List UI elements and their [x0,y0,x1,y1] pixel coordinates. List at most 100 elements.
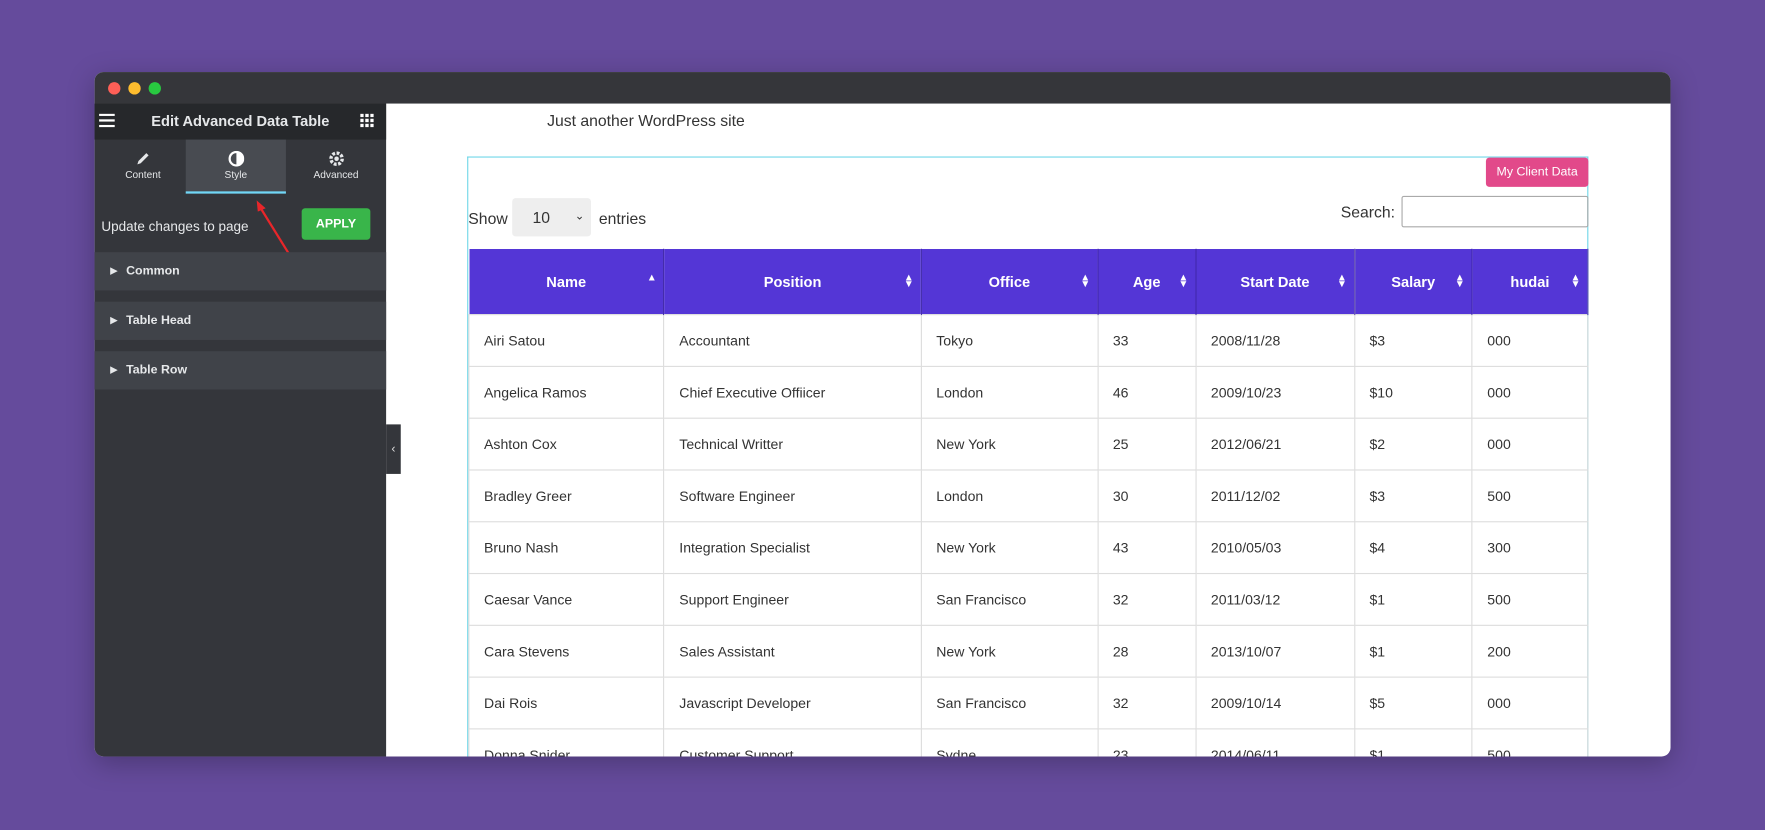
table-cell: Customer Support [663,728,922,757]
grid-icon[interactable] [360,113,374,128]
client-data-button[interactable]: My Client Data [1485,157,1589,187]
annotation-arrow [256,200,291,256]
section-toggle[interactable]: ▶ Table Head [94,301,387,340]
titlebar [94,72,1671,104]
table-row: Airi Satou Accountant Tokyo 33 2008/11/28 $3 0… [468,314,1589,367]
table-row: Bradley Greer Software Engineer London 30 20… [468,469,1589,523]
table-cell: 28 [1097,624,1197,678]
table-cell: 2008/11/28 [1195,314,1355,367]
table-cell: 2012/06/21 [1195,417,1355,471]
header-label: Position [763,272,822,290]
table-cell: Ashton Cox [468,417,665,471]
table-cell: $4 [1353,521,1473,575]
table-cell: 2010/05/03 [1195,521,1355,575]
table-cell: 2011/12/02 [1195,469,1355,523]
table-cell: 43 [1097,521,1197,575]
header-label: Start Date [1240,272,1310,290]
table-cell: Caesar Vance [468,572,665,626]
menu-icon[interactable] [99,113,115,128]
table-cell: 000 [1471,676,1589,730]
entries-label: entries [598,209,647,228]
table-cell: Sydne [920,728,1099,757]
header-label: hudai [1510,272,1550,290]
table-cell: San Francisco [920,676,1099,730]
table-cell: 500 [1471,728,1589,757]
table-row: Ashton Cox Technical Writter New York 25 201… [468,417,1589,471]
table-cell: 23 [1097,728,1197,757]
tab-label: Content [125,168,161,181]
section-label: Table Row [126,363,188,378]
table-cell: $10 [1353,365,1473,419]
table-row: Bruno Nash Integration Specialist New York… [468,521,1589,575]
table-cell: 200 [1471,624,1589,678]
column-header[interactable]: Start Date ▲ ▼ [1195,248,1355,315]
table-cell: New York [920,417,1099,471]
table-cell: Bruno Nash [468,521,665,575]
table-row: Caesar Vance Support Engineer San Francisc… [468,572,1589,626]
table-cell: Technical Writter [663,417,922,471]
table-cell: $3 [1353,469,1473,523]
table-cell: 500 [1471,572,1589,626]
section-label: Table Head [126,314,192,328]
tab-active[interactable]: Style [185,139,286,194]
sort-icon: ▲ ▼ [1454,271,1465,290]
maximize-dot[interactable] [148,82,161,95]
tab-label: Advanced [313,168,359,181]
minimize-dot[interactable] [128,82,141,95]
table-cell: Sales Assistant [663,624,922,678]
table-cell: 33 [1097,314,1197,367]
table-cell: Accountant [663,314,922,367]
editor-panel: Edit Advanced Data Table Content Style A… [94,103,387,757]
search-label: Search: [1340,202,1396,221]
collapse-handle[interactable]: ‹ [386,424,401,474]
table-cell: 25 [1097,417,1197,471]
close-dot[interactable] [108,82,121,95]
column-header[interactable]: Position ▲ ▼ [664,248,922,315]
column-header[interactable]: Name ▲ [468,248,665,315]
section-label: Common [126,264,180,279]
table-row: Dai Rois Javascript Developer San Francisc… [468,676,1589,730]
tab-label: Style [224,168,248,181]
table-cell: 000 [1471,417,1589,471]
table-row: Donna Snider Customer Support Sydne 23 2014/… [468,728,1589,757]
table-widget: My Client Data Show 10 ⌄ entries Search: … [467,156,1589,757]
header-label: Name [546,272,587,290]
table-cell: 2014/06/11 [1195,728,1355,757]
column-header[interactable]: hudai ▲ ▼ [1472,248,1589,315]
table-cell: $1 [1353,624,1473,678]
tab[interactable]: Content [95,140,192,194]
section-toggle[interactable]: ▶ Table Row [94,351,387,390]
column-header[interactable]: Salary ▲ ▼ [1354,248,1473,315]
table-cell: Support Engineer [663,572,922,626]
table-cell: 2013/10/07 [1195,624,1355,678]
search-input[interactable] [1401,195,1589,228]
site-tagline: Just another WordPress site [547,111,745,130]
table-cell: Airi Satou [468,314,665,367]
table-cell: London [920,469,1099,523]
table-cell: 32 [1097,676,1197,730]
table-cell: 2009/10/14 [1195,676,1355,730]
section-toggle[interactable]: ▶ Common [94,252,387,291]
panel-header: Edit Advanced Data Table [94,103,387,140]
column-header[interactable]: Office ▲ ▼ [921,248,1099,315]
entries-select[interactable]: 10 ⌄ [512,198,591,237]
table-cell: 000 [1471,365,1589,419]
header-label: Office [988,272,1031,290]
select-value: 10 [532,208,550,227]
sort-icon: ▲ ▼ [903,271,914,290]
tab[interactable]: Advanced [286,140,386,194]
sort-icon: ▲ ▼ [1336,271,1347,290]
table-row: Cara Stevens Sales Assistant New York 28 201… [468,624,1589,678]
table-cell: $1 [1353,572,1473,626]
header-label: Salary [1391,272,1436,290]
sort-icon: ▲ [646,271,657,283]
table-cell: Integration Specialist [663,521,922,575]
column-header[interactable]: Age ▲ ▼ [1097,248,1197,315]
table-cell: Cara Stevens [468,624,665,678]
sort-icon: ▲ ▼ [1178,271,1189,290]
data-table: Name ▲ Position ▲ ▼ Office ▲ ▼ Age ▲ ▼ Start Date ▲ ▼… [468,248,1589,757]
apply-button[interactable]: APPLY [301,208,371,240]
table-cell: Chief Executive Offiicer [663,365,922,419]
